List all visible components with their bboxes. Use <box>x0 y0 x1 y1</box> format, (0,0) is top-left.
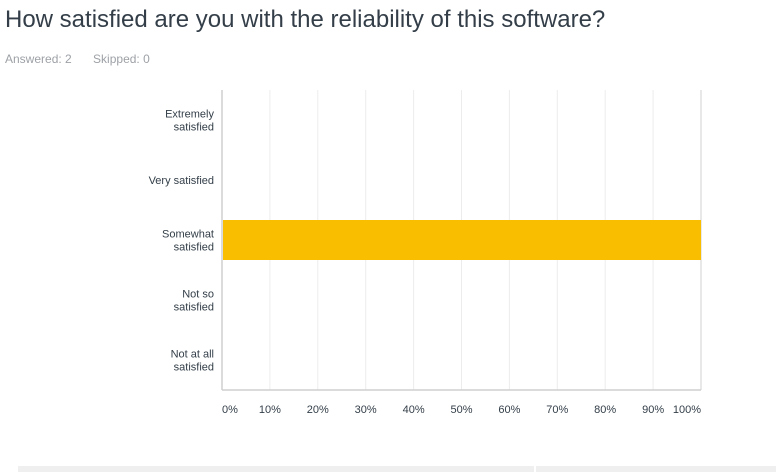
x-tick-label: 10% <box>259 404 281 416</box>
x-tick-label: 90% <box>642 404 664 416</box>
x-tick-label: 40% <box>403 404 425 416</box>
bottom-panel-divider <box>534 466 536 472</box>
category-label: Very satisfied <box>149 175 214 187</box>
response-stats: Answered: 2 Skipped: 0 <box>5 52 168 66</box>
bottom-panel <box>18 466 776 472</box>
x-tick-label: 50% <box>450 404 472 416</box>
x-tick-label: 100% <box>673 404 701 416</box>
category-label: Somewhat <box>162 229 214 241</box>
category-label: Extremely <box>165 109 214 121</box>
category-label: Not so <box>182 289 214 301</box>
x-tick-label: 80% <box>594 404 616 416</box>
answered-count: Answered: 2 <box>5 52 72 66</box>
x-tick-label: 60% <box>498 404 520 416</box>
skipped-count: Skipped: 0 <box>93 52 150 66</box>
category-label: satisfied <box>174 122 214 134</box>
x-tick-label: 70% <box>546 404 568 416</box>
x-tick-label: 20% <box>307 404 329 416</box>
category-label: satisfied <box>174 242 214 254</box>
category-label: satisfied <box>174 362 214 374</box>
x-tick-label: 30% <box>355 404 377 416</box>
category-label: Not at all <box>171 349 214 361</box>
x-tick-label: 0% <box>222 404 238 416</box>
category-label: satisfied <box>174 302 214 314</box>
question-title: How satisfied are you with the reliabili… <box>5 6 606 33</box>
bar <box>223 220 701 260</box>
